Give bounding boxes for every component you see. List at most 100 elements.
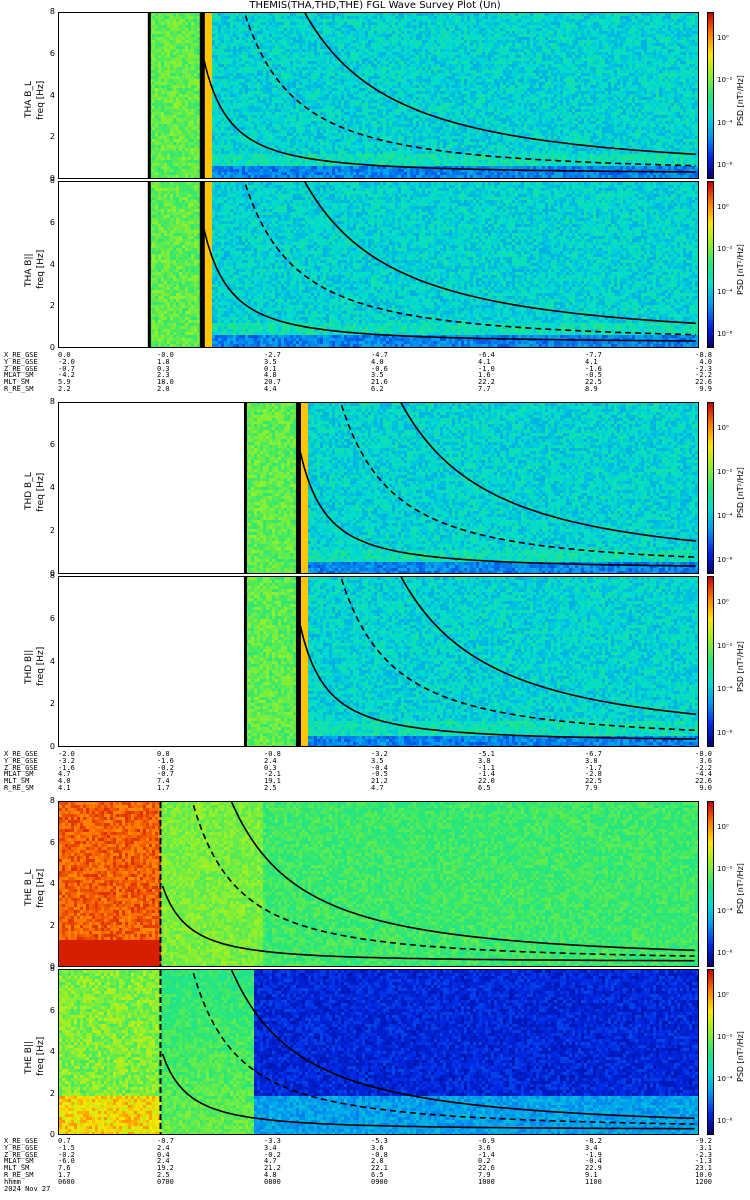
colorbar (707, 969, 714, 1135)
ephemeris-value: 2.0 (157, 386, 170, 393)
spectrogram-image (59, 182, 698, 347)
data-gap-boundary (148, 13, 151, 178)
colorbar-tick-label: 10⁻⁴ (717, 512, 732, 520)
ephemeris-value: 0900 (371, 1179, 388, 1186)
colorbar-tick-label: 10⁻⁶ (717, 1117, 732, 1125)
ephemeris-row-label: R_RE_SM (4, 386, 34, 393)
ephemeris-value: 6.5 (478, 785, 491, 792)
colorbar-tick-label: 10⁻⁴ (717, 288, 732, 296)
y-tick-label: 4 (45, 91, 55, 100)
epoch-marker (200, 182, 205, 347)
y-tick-label: 0 (45, 343, 55, 352)
colorbar-tick-label: 10⁻² (717, 76, 732, 84)
y-tick-label: 8 (45, 397, 55, 406)
panel-ylabel-units: freq [Hz] (36, 80, 46, 119)
y-tick-label: 2 (45, 301, 55, 310)
plot-title: THEMIS(THA,THD,THE) FGL Wave Survey Plot… (0, 0, 750, 11)
colorbar-tick-label: 10⁻⁶ (717, 161, 732, 169)
panel-ylabel: THA B_L (24, 81, 34, 118)
epoch-marker (200, 13, 205, 178)
ephemeris-value: 8.9 (585, 386, 598, 393)
colorbar-tick-label: 10⁻² (717, 642, 732, 650)
colorbar-tick-label: 10⁰ (717, 424, 729, 432)
ephemeris-value: 0600 (58, 1179, 75, 1186)
panel-ylabel: THE B|| (24, 1041, 34, 1074)
colorbar-tick-label: 10⁰ (717, 598, 729, 606)
epoch-marker (296, 577, 301, 746)
colorbar-tick-label: 10⁻⁴ (717, 907, 732, 915)
colorbar (707, 801, 714, 967)
spectrogram-plot (58, 801, 699, 967)
colorbar (707, 402, 714, 574)
colorbar-tick-label: 10⁻⁶ (717, 556, 732, 564)
colorbar-tick-label: 10⁰ (717, 203, 729, 211)
ephemeris-value: 4.7 (371, 785, 384, 792)
ephemeris-value: 1.7 (157, 785, 170, 792)
y-tick-label: 6 (45, 614, 55, 623)
y-tick-label: 8 (45, 796, 55, 805)
colorbar-label: PSD [nT²/Hz] (736, 75, 745, 126)
spectrogram-plot (58, 402, 699, 574)
ephemeris-value: 6.2 (371, 386, 384, 393)
y-tick-label: 2 (45, 132, 55, 141)
panel-ylabel: THD B|| (24, 649, 34, 683)
ephemeris-value: 1100 (585, 1179, 602, 1186)
y-tick-label: 2 (45, 699, 55, 708)
colorbar-tick-label: 10⁻² (717, 245, 732, 253)
spectrogram-image (59, 577, 698, 746)
ephemeris-value: 7.9 (585, 785, 598, 792)
colorbar-label: PSD [nT²/Hz] (736, 1031, 745, 1082)
ephemeris-value: 4.4 (264, 386, 277, 393)
colorbar-tick-label: 10⁻² (717, 1033, 732, 1041)
y-tick-label: 2 (45, 1089, 55, 1098)
y-tick-label: 8 (45, 7, 55, 16)
ephemeris-value: 0800 (264, 1179, 281, 1186)
data-gap-boundary (148, 182, 151, 347)
panel-ylabel-units: freq [Hz] (36, 869, 46, 908)
y-tick-label: 4 (45, 879, 55, 888)
colorbar (707, 12, 714, 179)
y-tick-label: 4 (45, 1047, 55, 1056)
y-tick-label: 6 (45, 218, 55, 227)
data-gap-boundary (244, 403, 247, 573)
spectrogram-image (59, 13, 698, 178)
colorbar-tick-label: 10⁻⁴ (717, 1075, 732, 1083)
panel-ylabel: THA B|| (24, 253, 34, 287)
y-tick-label: 4 (45, 260, 55, 269)
y-tick-label: 4 (45, 483, 55, 492)
ephemeris-value: 2.5 (264, 785, 277, 792)
ephemeris-value: 1200 (695, 1179, 712, 1186)
panel-ylabel-units: freq [Hz] (36, 249, 46, 288)
colorbar-tick-label: 10⁰ (717, 991, 729, 999)
spectrogram-image (59, 403, 698, 573)
colorbar-tick-label: 10⁻⁶ (717, 949, 732, 957)
ephemeris-value: 9.9 (699, 386, 712, 393)
colorbar-tick-label: 10⁻⁴ (717, 685, 732, 693)
spectrogram-image (59, 802, 698, 966)
ephemeris-value: 9.0 (699, 785, 712, 792)
panel-ylabel-units: freq [Hz] (36, 1037, 46, 1076)
colorbar-tick-label: 10⁻² (717, 865, 732, 873)
y-tick-label: 6 (45, 49, 55, 58)
data-gap-boundary (244, 577, 247, 746)
spectrogram-plot (58, 12, 699, 179)
colorbar-tick-label: 10⁻⁶ (717, 330, 732, 338)
panel-ylabel: THD B_L (24, 472, 34, 510)
ephemeris-value: 7.7 (478, 386, 491, 393)
spectrogram-plot (58, 969, 699, 1135)
y-tick-label: 8 (45, 571, 55, 580)
epoch-marker (296, 403, 301, 573)
ephemeris-row-label: R_RE_SM (4, 785, 34, 792)
y-tick-label: 8 (45, 964, 55, 973)
colorbar-tick-label: 10⁻² (717, 468, 732, 476)
colorbar-tick-label: 10⁰ (717, 34, 729, 42)
colorbar-label: PSD [nT²/Hz] (736, 641, 745, 692)
colorbar-label: PSD [nT²/Hz] (736, 467, 745, 518)
colorbar (707, 181, 714, 348)
spectrogram-plot (58, 576, 699, 747)
colorbar-tick-label: 10⁻⁶ (717, 729, 732, 737)
y-tick-label: 6 (45, 1006, 55, 1015)
colorbar-tick-label: 10⁻⁴ (717, 119, 732, 127)
spectrogram-plot (58, 181, 699, 348)
panel-ylabel: THE B_L (24, 869, 34, 906)
